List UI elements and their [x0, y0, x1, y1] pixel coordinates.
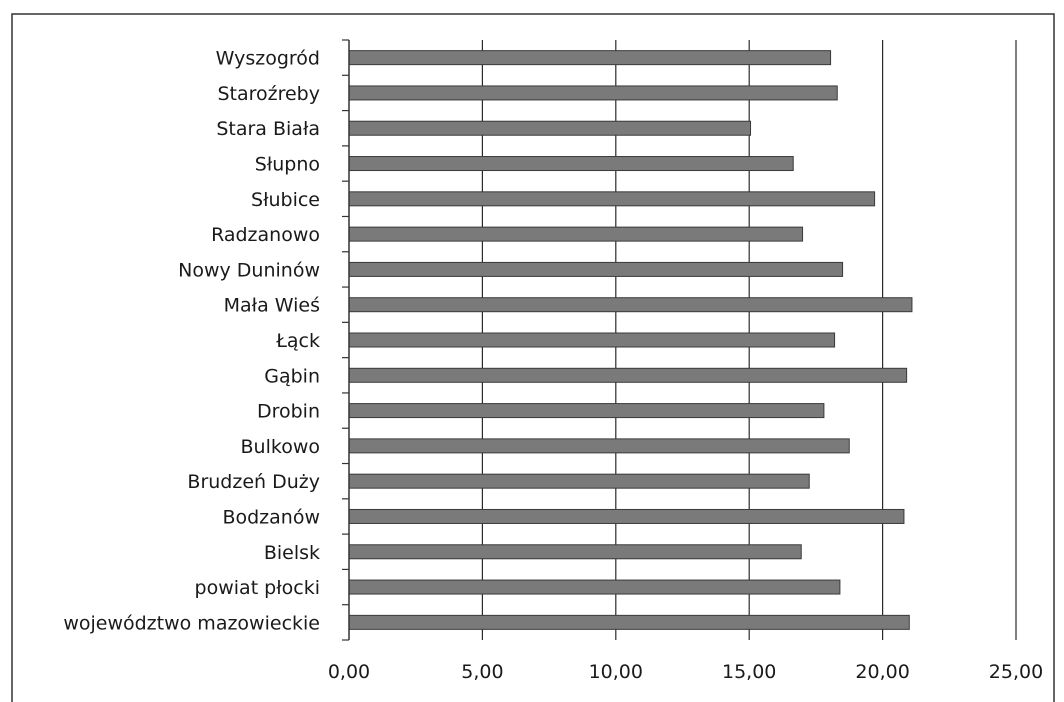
x-tick-label: 0,00 [328, 661, 370, 683]
category-label: województwo mazowieckie [63, 612, 320, 634]
category-label: Stara Biała [216, 118, 320, 140]
category-label: Bielsk [264, 542, 320, 564]
x-tick-label: 20,00 [855, 661, 909, 683]
category-label: Brudzeń Duży [187, 471, 320, 493]
bars [348, 50, 913, 630]
x-tick-label: 25,00 [989, 661, 1043, 683]
category-label: Bulkowo [241, 436, 320, 458]
bar [348, 579, 841, 595]
category-label: Słubice [251, 189, 320, 211]
y-axis [342, 39, 350, 641]
bar [348, 50, 832, 66]
category-label: Staroźreby [217, 83, 320, 105]
category-labels: Wyszogród Staroźreby Stara Biała Słupno Słub… [63, 48, 320, 635]
bar [348, 191, 876, 207]
bar [348, 438, 850, 454]
bar [348, 544, 802, 560]
x-tick-label: 10,00 [589, 661, 643, 683]
x-tick-label: 5,00 [461, 661, 503, 683]
category-label: Słupno [255, 154, 320, 176]
category-label: Łąck [275, 330, 320, 352]
x-tick-label: 15,00 [722, 661, 776, 683]
bar [348, 508, 905, 524]
category-label: Drobin [257, 401, 320, 423]
bar [348, 156, 794, 172]
category-label: Mała Wieś [224, 295, 320, 317]
bar [348, 473, 810, 489]
category-label: Radzanowo [211, 224, 320, 246]
bar [348, 261, 844, 277]
category-label: Nowy Duninów [178, 259, 320, 281]
category-label: powiat płocki [195, 577, 320, 599]
bar [348, 403, 825, 419]
bar [348, 120, 752, 136]
bar [348, 226, 804, 242]
bar [348, 332, 836, 348]
bar [348, 297, 913, 313]
chart-border [11, 13, 1055, 702]
category-label: Wyszogród [216, 48, 320, 70]
category-label: Gąbin [264, 365, 320, 387]
category-label: Bodzanów [222, 506, 320, 528]
bar [348, 367, 908, 383]
x-tick-labels: 0,00 5,00 10,00 15,00 20,00 25,00 [328, 661, 1043, 683]
bar [348, 614, 910, 630]
bar [348, 85, 838, 101]
